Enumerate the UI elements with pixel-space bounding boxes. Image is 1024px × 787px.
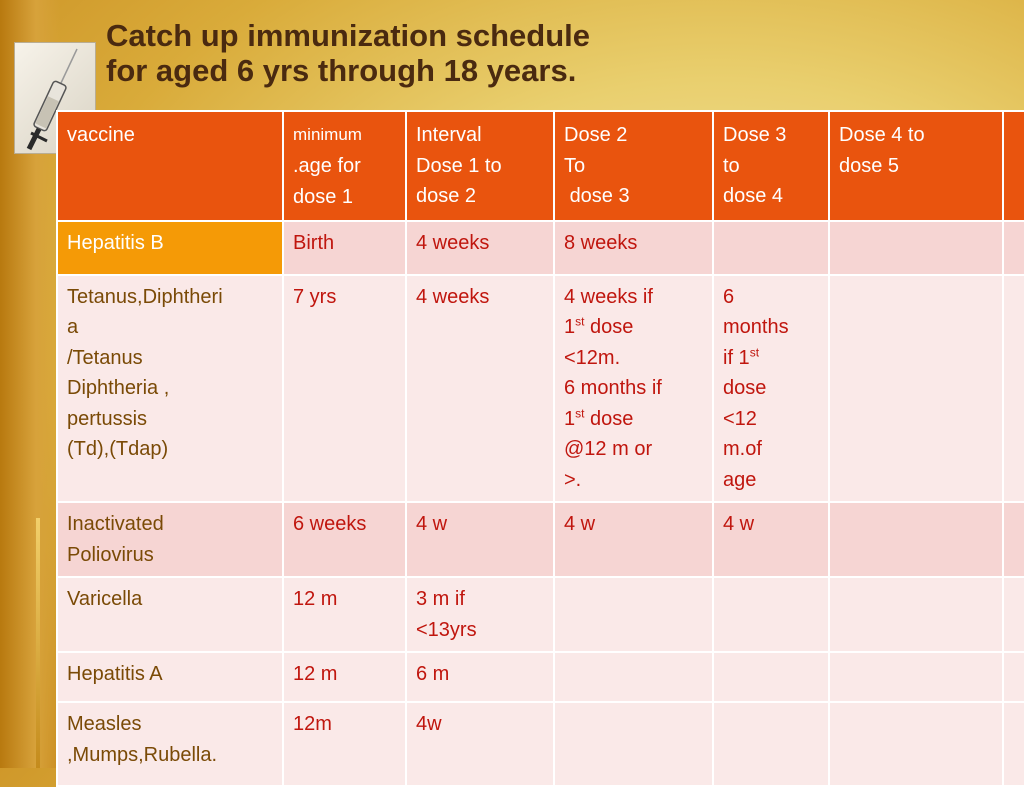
header-minimum-age: minimum .age for dose 1 [282, 110, 407, 222]
row-vaccine-name: Hepatitis A [56, 651, 284, 703]
row-extra-cell [1002, 576, 1024, 653]
header-dose2-dose3: Dose 2 To dose 3 [553, 110, 714, 222]
row-interval-4-5 [828, 651, 1004, 703]
row-interval-3-4 [712, 576, 830, 653]
row-interval-4-5 [828, 701, 1004, 787]
table-row: Hepatitis B Birth 4 weeks 8 weeks [56, 219, 1024, 276]
row-interval-3-4 [712, 219, 830, 276]
row-interval-2-3: 4 w [553, 501, 714, 578]
row-minimum-age: 7 yrs [282, 273, 407, 503]
row-interval-3-4 [712, 651, 830, 703]
row-interval-3-4: 6 months if 1st dose <12 m.of age [712, 273, 830, 503]
table-header-row: vaccine minimum .age for dose 1 Interval… [56, 110, 1024, 222]
row-extra-cell [1002, 651, 1024, 703]
row-extra-cell [1002, 701, 1024, 787]
header-vaccine: vaccine [56, 110, 284, 222]
row-vaccine-name: Hepatitis B [56, 219, 284, 276]
row-interval-1-2: 4w [405, 701, 555, 787]
row-minimum-age: 12m [282, 701, 407, 787]
header-dose3-dose4: Dose 3 to dose 4 [712, 110, 830, 222]
header-dose4-dose5: Dose 4 to dose 5 [828, 110, 1004, 222]
row-minimum-age: 12 m [282, 651, 407, 703]
row-interval-1-2: 3 m if <13yrs [405, 576, 555, 653]
row-interval-1-2: 4 w [405, 501, 555, 578]
table-row: Measles ,Mumps,Rubella. 12m 4w [56, 701, 1024, 787]
header-interval-dose1-dose2: Interval Dose 1 to dose 2 [405, 110, 555, 222]
row-interval-1-2: 4 weeks [405, 273, 555, 503]
table-row: Varicella 12 m 3 m if <13yrs [56, 576, 1024, 653]
row-interval-1-2: 4 weeks [405, 219, 555, 276]
header-extra-column [1002, 110, 1024, 222]
row-vaccine-name: Tetanus,Diphtheri a /Tetanus Diphtheria , … [56, 273, 284, 503]
decorative-gold-bar [36, 518, 40, 768]
row-minimum-age: Birth [282, 219, 407, 276]
row-interval-4-5 [828, 501, 1004, 578]
row-minimum-age: 12 m [282, 576, 407, 653]
row-interval-4-5 [828, 576, 1004, 653]
row-extra-cell [1002, 273, 1024, 503]
row-vaccine-name: Varicella [56, 576, 284, 653]
row-interval-1-2: 6 m [405, 651, 555, 703]
row-interval-2-3 [553, 701, 714, 787]
row-minimum-age: 6 weeks [282, 501, 407, 578]
row-extra-cell [1002, 219, 1024, 276]
table-row: Inactivated Poliovirus 6 weeks 4 w 4 w 4 … [56, 501, 1024, 578]
row-interval-2-3: 4 weeks if 1st dose <12m. 6 months if 1s… [553, 273, 714, 503]
row-interval-2-3: 8 weeks [553, 219, 714, 276]
row-interval-4-5 [828, 273, 1004, 503]
row-interval-2-3 [553, 576, 714, 653]
table-row: Hepatitis A 12 m 6 m [56, 651, 1024, 703]
slide-title-line-2: for aged 6 yrs through 18 years. [106, 53, 577, 88]
slide-title-line-1: Catch up immunization schedule [106, 18, 590, 53]
immunization-schedule-table: vaccine minimum .age for dose 1 Interval… [56, 110, 1024, 787]
row-extra-cell [1002, 501, 1024, 578]
row-vaccine-name: Inactivated Poliovirus [56, 501, 284, 578]
row-interval-4-5 [828, 219, 1004, 276]
row-interval-3-4 [712, 701, 830, 787]
table-row: Tetanus,Diphtheri a /Tetanus Diphtheria , … [56, 273, 1024, 503]
row-interval-2-3 [553, 651, 714, 703]
row-vaccine-name: Measles ,Mumps,Rubella. [56, 701, 284, 787]
slide-title: Catch up immunization schedule for aged … [106, 18, 590, 88]
row-interval-3-4: 4 w [712, 501, 830, 578]
